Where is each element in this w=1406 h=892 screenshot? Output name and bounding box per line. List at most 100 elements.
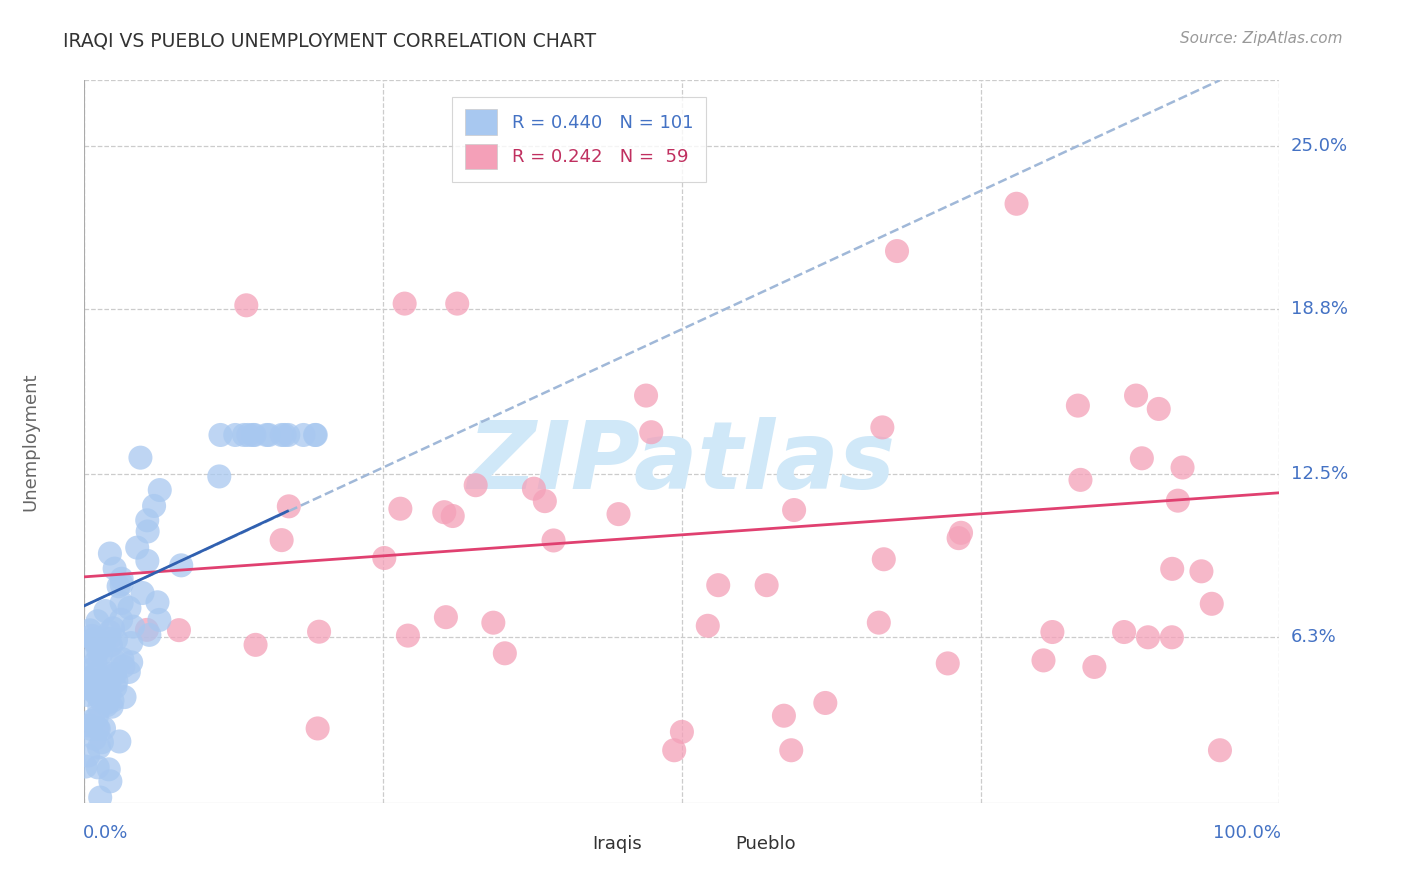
Point [127, 541, 149, 555]
Point [100, 638, 122, 652]
Point [277, 428, 299, 442]
Text: 100.0%: 100.0% [1212, 824, 1281, 842]
Point [111, 572, 134, 586]
Point [1005, 196, 1028, 211]
Point [1032, 653, 1054, 667]
Point [814, 696, 837, 710]
Point [707, 578, 730, 592]
Point [136, 524, 159, 539]
Point [873, 552, 896, 566]
Point [543, 533, 565, 548]
Point [394, 296, 416, 310]
Text: 18.8%: 18.8% [1291, 300, 1347, 318]
Point [100, 699, 122, 714]
Point [950, 525, 973, 540]
Point [224, 428, 246, 442]
Point [90, 683, 112, 698]
Point [89, 790, 111, 805]
Text: 0.0%: 0.0% [83, 824, 128, 842]
Point [93, 682, 115, 697]
Point [98, 624, 121, 639]
Point [104, 561, 127, 575]
Point [1042, 625, 1064, 640]
Point [90, 647, 112, 661]
Point [389, 501, 412, 516]
Point [143, 499, 166, 513]
Point [75, 759, 97, 773]
Point [104, 667, 127, 681]
Point [138, 628, 160, 642]
Point [482, 615, 505, 630]
Point [89, 700, 111, 714]
Point [118, 601, 141, 615]
Point [273, 428, 295, 442]
Point [108, 734, 131, 748]
Point [146, 595, 169, 609]
Point [235, 298, 257, 312]
Point [373, 551, 395, 566]
Point [87, 722, 110, 736]
Point [780, 743, 803, 757]
Point [86, 614, 108, 628]
Point [783, 503, 806, 517]
Point [96, 675, 118, 690]
Point [671, 724, 693, 739]
Point [76, 681, 98, 695]
Point [1147, 401, 1170, 416]
Point [101, 694, 124, 708]
Text: ZIPatlas: ZIPatlas [468, 417, 896, 509]
Point [305, 428, 328, 442]
Point [696, 619, 718, 633]
Point [86, 688, 108, 702]
Point [256, 428, 278, 442]
Point [103, 654, 125, 668]
Text: Unemployment: Unemployment [21, 372, 39, 511]
Point [94, 675, 117, 690]
Point [86, 710, 108, 724]
Point [107, 579, 129, 593]
Point [104, 632, 127, 647]
Point [86, 760, 108, 774]
Legend: R = 0.440   N = 101, R = 0.242   N =  59: R = 0.440 N = 101, R = 0.242 N = 59 [451, 96, 706, 182]
Point [270, 428, 292, 442]
Point [1161, 630, 1184, 644]
Point [122, 619, 145, 633]
Point [208, 469, 231, 483]
Point [886, 244, 908, 258]
Point [97, 675, 120, 690]
Point [243, 428, 266, 442]
Point [307, 722, 329, 736]
Text: 12.5%: 12.5% [1291, 466, 1348, 483]
Point [464, 478, 486, 492]
Point [110, 577, 132, 591]
Point [308, 624, 330, 639]
Point [1083, 660, 1105, 674]
Point [1167, 493, 1189, 508]
Point [76, 688, 98, 702]
Point [83, 648, 105, 662]
Point [98, 547, 121, 561]
Point [87, 740, 110, 755]
Point [936, 657, 959, 671]
Point [755, 578, 778, 592]
Point [118, 665, 141, 679]
Point [84, 635, 107, 649]
Point [111, 652, 134, 666]
Point [87, 722, 110, 736]
Point [131, 586, 153, 600]
Point [494, 646, 516, 660]
Point [1114, 625, 1136, 640]
Point [245, 638, 267, 652]
Point [232, 428, 254, 442]
Point [441, 508, 464, 523]
Point [77, 748, 100, 763]
Text: Source: ZipAtlas.com: Source: ZipAtlas.com [1180, 31, 1343, 46]
Point [136, 513, 159, 527]
Point [1171, 460, 1194, 475]
Point [170, 558, 193, 573]
Point [82, 632, 104, 647]
Point [1125, 388, 1147, 402]
Text: IRAQI VS PUEBLO UNEMPLOYMENT CORRELATION CHART: IRAQI VS PUEBLO UNEMPLOYMENT CORRELATION… [63, 31, 596, 50]
Point [80, 722, 103, 736]
Point [292, 428, 315, 442]
